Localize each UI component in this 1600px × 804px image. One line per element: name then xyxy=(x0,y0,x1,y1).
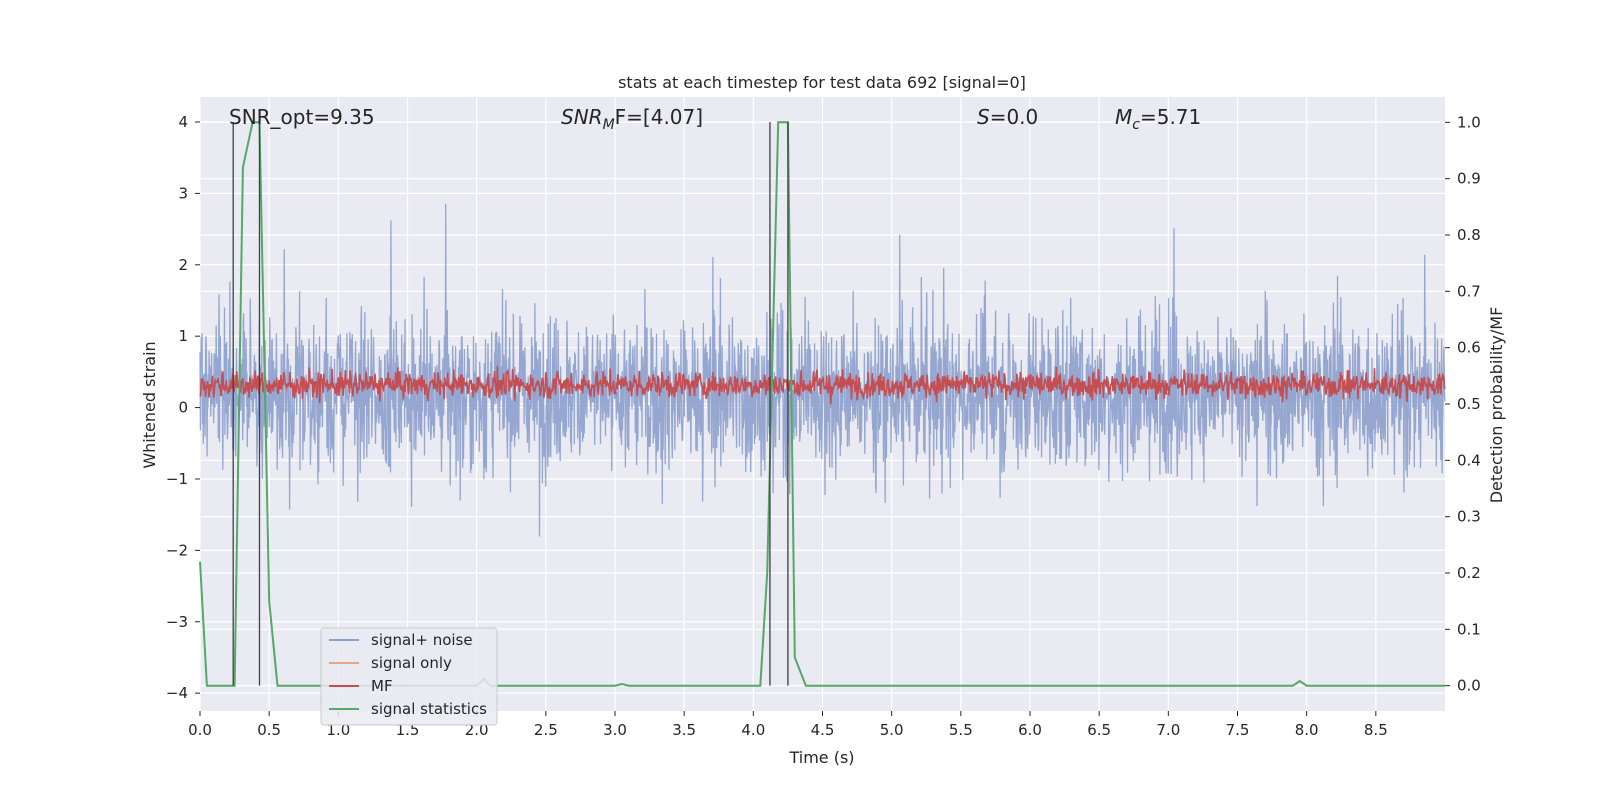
y-right-tick-label: 0.1 xyxy=(1457,620,1481,638)
series-layer xyxy=(199,121,1446,687)
y-left-tick-label: 1 xyxy=(178,327,188,345)
y-left-tick-label: −3 xyxy=(166,613,188,631)
y-right-tick-label: 0.8 xyxy=(1457,226,1481,244)
y-left-tick-label: −4 xyxy=(166,684,188,702)
x-tick-label: 6.0 xyxy=(1018,721,1042,739)
y-axis-label-right: Detection probability/MF xyxy=(1487,307,1506,504)
mc-main: M xyxy=(1115,105,1132,129)
chart-title: stats at each timestep for test data 692… xyxy=(618,73,1026,92)
tick-labels: 0.0 0.5 1.0 1.5 2.0 2.5 3.0 3.5 4.0 4.5 5.0 5.5 6.0 6… xyxy=(166,113,1481,739)
y-left-tick-label: 0 xyxy=(178,399,188,417)
s-main: S xyxy=(977,105,990,129)
y-axis-label-left: Whitened strain xyxy=(140,341,159,468)
snr-mf-main: SNR xyxy=(561,105,603,129)
x-tick-label: 8.0 xyxy=(1295,721,1319,739)
snr-mf-rest: F=[4.07] xyxy=(615,105,703,129)
vertical-lines xyxy=(232,121,789,686)
x-tick-label: 4.5 xyxy=(811,721,835,739)
x-tick-label: 6.5 xyxy=(1087,721,1111,739)
x-tick-label: 5.5 xyxy=(949,721,973,739)
x-tick-label: 0.0 xyxy=(188,721,212,739)
y-right-tick-label: 0.3 xyxy=(1457,508,1481,526)
y-left-tick-label: −1 xyxy=(166,470,188,488)
x-tick-label: 7.0 xyxy=(1156,721,1180,739)
y-left-tick-label: 3 xyxy=(178,184,188,202)
legend-label-signal-statistics: signal statistics xyxy=(371,700,487,718)
mf-line xyxy=(199,365,1446,405)
y-right-tick-label: 0.2 xyxy=(1457,564,1481,582)
snr-mf-sub: M xyxy=(603,117,615,133)
x-axis-label: Time (s) xyxy=(788,748,854,767)
x-tick-label: 4.0 xyxy=(741,721,765,739)
mc-annotation: Mc=5.71 xyxy=(1115,105,1201,133)
signal-statistics-line xyxy=(199,121,1445,687)
signal-noise-line xyxy=(199,203,1446,537)
snr-mf-annotation: SNRMF=[4.07] xyxy=(561,105,703,133)
y-right-tick-label: 0.6 xyxy=(1457,339,1481,357)
legend-label-signal-only: signal only xyxy=(371,654,452,672)
mc-rest: =5.71 xyxy=(1140,105,1201,129)
x-tick-label: 0.5 xyxy=(257,721,281,739)
legend: signal+ noise signal only MF signal stat… xyxy=(320,627,498,726)
y-left-tick-label: 2 xyxy=(178,256,188,274)
legend-box xyxy=(320,627,498,726)
x-tick-label: 7.5 xyxy=(1226,721,1250,739)
y-right-tick-label: 0.0 xyxy=(1457,677,1481,695)
y-right-tick-label: 0.7 xyxy=(1457,282,1481,300)
mc-sub: c xyxy=(1132,117,1140,133)
y-right-tick-label: 0.9 xyxy=(1457,170,1481,188)
x-tick-label: 3.5 xyxy=(672,721,696,739)
legend-label-signal-noise: signal+ noise xyxy=(371,631,473,649)
y-right-tick-label: 1.0 xyxy=(1457,113,1481,131)
y-left-tick-label: −2 xyxy=(166,541,188,559)
x-tick-label: 2.5 xyxy=(534,721,558,739)
s-annotation: S=0.0 xyxy=(977,105,1038,129)
snr-opt-annotation: SNR_opt=9.35 xyxy=(229,105,375,129)
x-tick-label: 5.0 xyxy=(880,721,904,739)
y-left-tick-label: 4 xyxy=(178,113,188,131)
legend-label-mf: MF xyxy=(371,677,393,695)
s-rest: =0.0 xyxy=(990,105,1039,129)
y-right-tick-label: 0.4 xyxy=(1457,451,1481,469)
x-tick-label: 3.0 xyxy=(603,721,627,739)
x-tick-label: 8.5 xyxy=(1364,721,1388,739)
y-right-tick-label: 0.5 xyxy=(1457,395,1481,413)
